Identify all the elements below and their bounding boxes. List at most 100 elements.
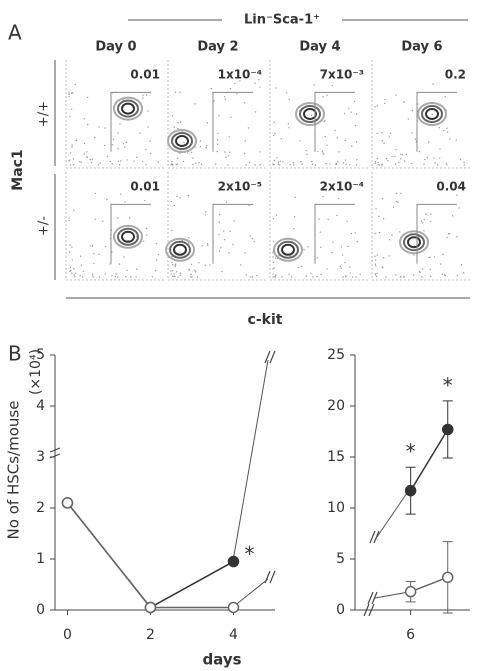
event-dot bbox=[359, 273, 361, 276]
event-dot bbox=[277, 163, 280, 165]
event-dot bbox=[191, 276, 193, 278]
event-dot bbox=[289, 163, 292, 166]
event-dot bbox=[117, 217, 119, 219]
event-dot bbox=[354, 124, 357, 127]
event-dot bbox=[349, 266, 351, 268]
event-dot bbox=[294, 216, 296, 218]
day-label: Day 6 bbox=[401, 40, 442, 55]
event-dot bbox=[204, 264, 206, 266]
data-point bbox=[441, 571, 454, 584]
event-dot bbox=[272, 273, 274, 275]
data-point bbox=[227, 601, 240, 614]
event-dot bbox=[173, 126, 176, 128]
gate bbox=[212, 91, 253, 152]
event-dot bbox=[300, 160, 302, 163]
event-dot bbox=[213, 100, 215, 102]
event-dot bbox=[293, 227, 295, 230]
event-dot bbox=[433, 157, 435, 159]
event-dot bbox=[244, 140, 246, 142]
event-dot bbox=[154, 269, 157, 272]
event-dot bbox=[331, 251, 333, 254]
event-dot bbox=[382, 267, 384, 269]
event-dot bbox=[190, 263, 193, 266]
event-dot bbox=[375, 259, 377, 261]
contour bbox=[171, 132, 193, 150]
event-dot bbox=[338, 151, 340, 153]
event-dot bbox=[395, 200, 398, 203]
event-dot bbox=[382, 217, 385, 220]
event-dot bbox=[392, 206, 395, 208]
y-tick-label: 5 bbox=[336, 551, 345, 567]
event-dot bbox=[344, 139, 346, 142]
event-dot bbox=[412, 274, 415, 276]
event-dot bbox=[446, 236, 448, 239]
event-dot bbox=[398, 161, 400, 164]
event-dot bbox=[119, 123, 121, 125]
event-dot bbox=[218, 213, 221, 216]
event-dot bbox=[287, 123, 290, 125]
event-dot bbox=[75, 272, 77, 274]
gate bbox=[416, 203, 457, 264]
data-point bbox=[144, 601, 157, 614]
event-dot bbox=[456, 236, 458, 238]
event-dot bbox=[176, 163, 179, 165]
event-dot bbox=[388, 239, 391, 241]
event-dot bbox=[332, 241, 334, 243]
event-dot bbox=[194, 269, 196, 272]
event-dot bbox=[376, 105, 378, 107]
event-dot bbox=[94, 218, 96, 220]
event-dot bbox=[411, 162, 413, 165]
event-dot bbox=[374, 106, 376, 108]
event-dot bbox=[112, 138, 115, 140]
event-dot bbox=[106, 155, 109, 158]
event-dot bbox=[249, 235, 251, 237]
event-dot bbox=[374, 162, 377, 164]
event-dot bbox=[376, 275, 378, 278]
y-tick-label: 2 bbox=[36, 500, 45, 516]
y-tick-label: 0 bbox=[336, 602, 345, 618]
event-dot bbox=[229, 87, 232, 90]
event-dot bbox=[145, 164, 147, 166]
event-dot bbox=[400, 153, 402, 156]
event-dot bbox=[344, 159, 347, 161]
event-dot bbox=[350, 145, 353, 147]
event-dot bbox=[259, 151, 261, 153]
event-dot bbox=[122, 142, 125, 145]
event-dot bbox=[259, 86, 261, 88]
event-dot bbox=[463, 161, 465, 164]
event-dot bbox=[343, 112, 346, 115]
event-dot bbox=[136, 268, 138, 270]
event-dot bbox=[104, 127, 106, 129]
event-dot bbox=[142, 240, 145, 242]
gate bbox=[416, 91, 457, 152]
event-dot bbox=[448, 233, 451, 235]
event-dot bbox=[218, 233, 220, 236]
event-dot bbox=[142, 94, 144, 96]
genotype-label: +/+ bbox=[37, 101, 52, 127]
event-dot bbox=[254, 82, 256, 84]
event-dot bbox=[177, 121, 179, 124]
event-dot bbox=[179, 272, 182, 274]
data-point bbox=[404, 484, 417, 497]
event-dot bbox=[272, 163, 274, 165]
event-dot bbox=[418, 150, 421, 153]
event-dot bbox=[354, 232, 356, 234]
event-dot bbox=[216, 143, 219, 146]
event-dot bbox=[103, 144, 106, 147]
event-dot bbox=[279, 160, 281, 163]
event-dot bbox=[181, 239, 184, 242]
event-dot bbox=[86, 151, 88, 153]
event-dot bbox=[206, 122, 209, 124]
event-dot bbox=[335, 162, 338, 164]
event-dot bbox=[275, 87, 277, 89]
event-dot bbox=[216, 150, 218, 153]
event-dot bbox=[198, 261, 200, 264]
event-dot bbox=[339, 265, 342, 268]
event-dot bbox=[414, 138, 417, 140]
series-line bbox=[410, 429, 449, 492]
event-dot bbox=[201, 245, 203, 247]
event-dot bbox=[258, 79, 260, 81]
event-dot bbox=[418, 236, 420, 238]
event-dot bbox=[209, 264, 211, 266]
